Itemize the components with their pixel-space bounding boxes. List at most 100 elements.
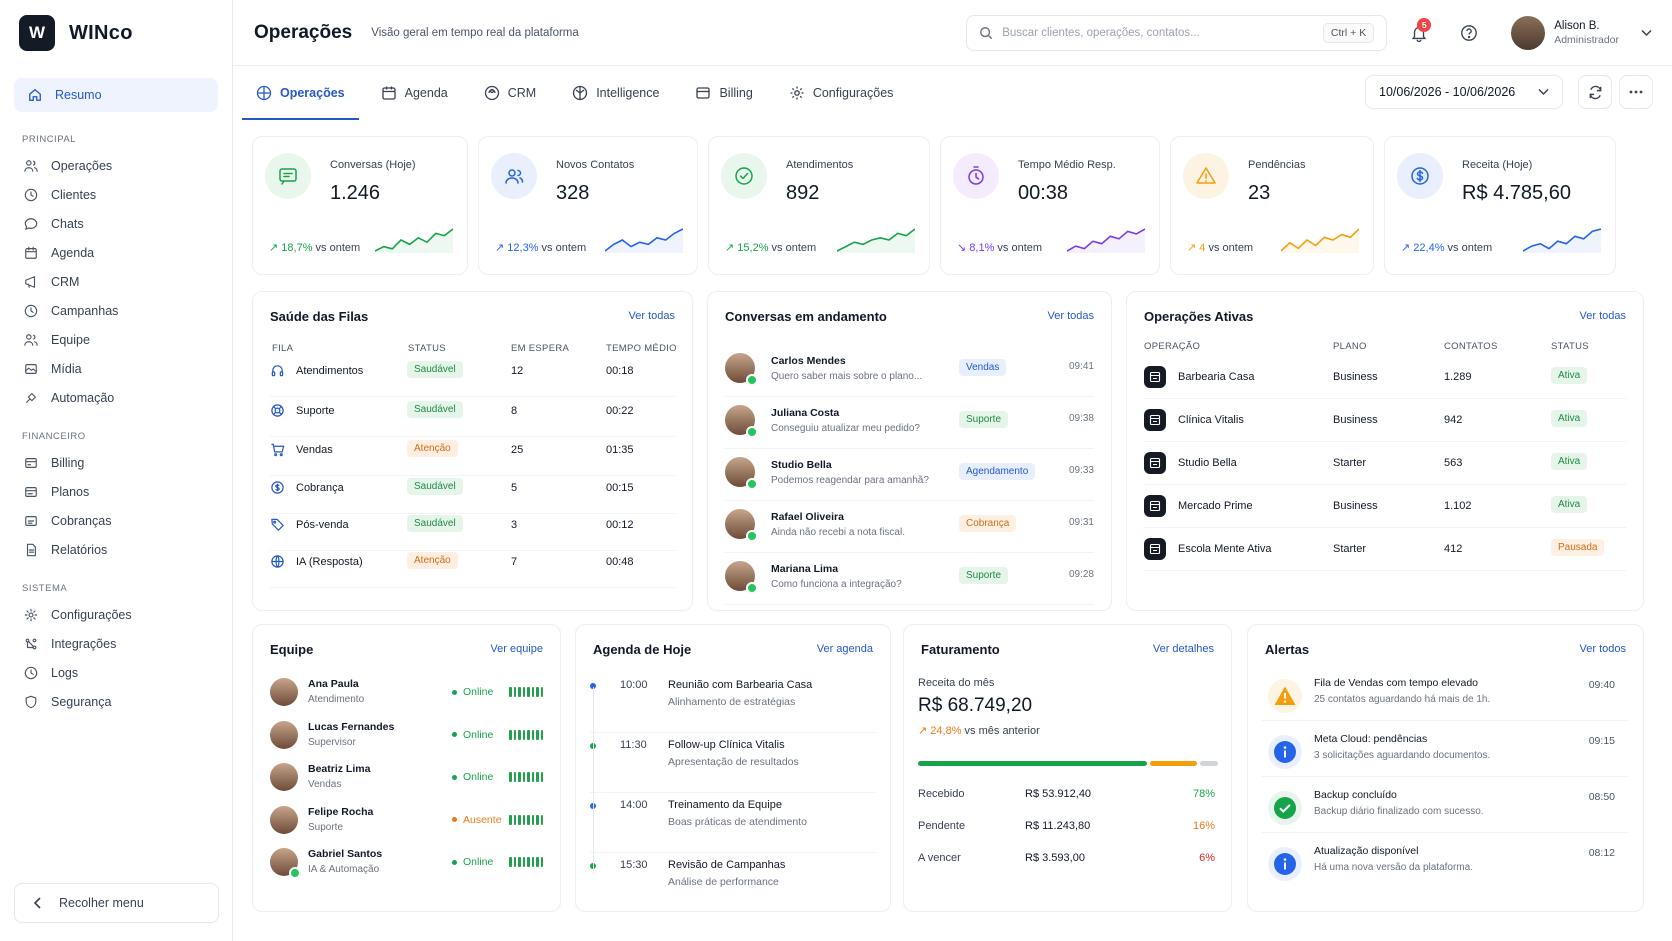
contact-name: Juliana Costa — [771, 407, 840, 419]
sidebar-item-midia[interactable]: Mídia — [0, 354, 232, 383]
tab-billing[interactable]: Billing — [681, 66, 766, 120]
table-row[interactable]: Clínica Vitalis Business 942 Ativa — [1144, 399, 1626, 442]
conversation-item[interactable]: Juliana Costa Conseguiu atualizar meu pe… — [725, 397, 1094, 449]
see-all-link[interactable]: Ver todas — [1579, 310, 1626, 322]
team-member[interactable]: Beatriz Lima Vendas Online — [270, 757, 543, 799]
tag-badge: Vendas — [959, 359, 1007, 376]
sidebar-item-crm[interactable]: CRM — [0, 267, 232, 296]
midia-icon — [25, 363, 37, 374]
see-all-link[interactable]: Ver todas — [1047, 310, 1094, 322]
team-member[interactable]: Gabriel Santos IA & Automação Online — [270, 842, 543, 884]
table-row[interactable]: Escola Mente Ativa Starter 412 Pausada — [1144, 528, 1626, 571]
kpi-card-conversas-hoje[interactable]: Conversas (Hoje) 1.246 ↗ 18,7% vs ontem — [252, 136, 468, 275]
table-row[interactable]: Mercado Prime Business 1.102 Ativa — [1144, 485, 1626, 528]
event-time: 10:00 — [620, 679, 648, 691]
table-row[interactable]: IA (Resposta) Atenção 7 00:48 — [270, 550, 675, 588]
member-name: Beatriz Lima — [308, 763, 371, 775]
relatorios-icon — [26, 543, 36, 556]
member-role: Suporte — [308, 821, 344, 833]
event-time: 14:00 — [620, 799, 648, 811]
member-name: Lucas Fernandes — [308, 720, 395, 733]
alert-title: Atualização disponível — [1314, 845, 1419, 857]
team-member[interactable]: Lucas Fernandes Supervisor Online — [270, 715, 543, 757]
status-badge: Atenção — [407, 552, 458, 569]
agenda-item[interactable]: 11:30 Follow-up Clínica Vitalis Apresent… — [590, 735, 876, 793]
more-button[interactable] — [1619, 75, 1653, 109]
alert-item[interactable]: Backup concluído Backup diário finalizad… — [1262, 779, 1629, 833]
sidebar-item-equipe[interactable]: Equipe — [0, 325, 232, 354]
tab-crm[interactable]: CRM — [470, 66, 550, 120]
see-team-link[interactable]: Ver equipe — [490, 643, 543, 655]
sidebar-item-operacoes[interactable]: Operações — [0, 151, 232, 180]
alert-desc: Backup diário finalizado com sucesso. — [1314, 806, 1484, 817]
billing-icon — [25, 457, 37, 468]
sidebar-item-seguranca[interactable]: Segurança — [0, 687, 232, 716]
kpi-card-receita-hoje[interactable]: Receita (Hoje) R$ 4.785,60 ↗ 22,4% vs on… — [1384, 136, 1616, 275]
tab-operacoes[interactable]: Operações — [242, 66, 359, 120]
table-row[interactable]: Atendimentos Saudável 12 00:18 — [270, 359, 675, 397]
queue-wait: 25 — [511, 444, 524, 456]
sidebar-item-logs[interactable]: Logs — [0, 658, 232, 687]
conversation-item[interactable]: Mariana Lima Como funciona a integração?… — [725, 553, 1094, 605]
alert-item[interactable]: Atualização disponível Há uma nova versã… — [1262, 835, 1629, 889]
sidebar-item-campanhas[interactable]: Campanhas — [0, 296, 232, 325]
user-menu[interactable]: Alison B. Administrador — [1511, 15, 1652, 50]
refresh-button[interactable] — [1578, 75, 1612, 109]
brand[interactable]: W WINco — [0, 0, 232, 66]
operacoes-icon — [24, 159, 38, 172]
sidebar-item-automacao[interactable]: Automação — [0, 383, 232, 412]
kpi-card-pendencias[interactable]: Pendências 23 ↗ 4 vs ontem — [1170, 136, 1374, 275]
alert-item[interactable]: Meta Cloud: pendências 3 solicitações ag… — [1262, 723, 1629, 777]
search-input[interactable]: Buscar clientes, operações, contatos... … — [966, 14, 1388, 51]
sidebar-item-agenda[interactable]: Agenda — [0, 238, 232, 267]
collapse-menu-button[interactable]: Recolher menu — [14, 883, 219, 923]
alert-item[interactable]: Fila de Vendas com tempo elevado 25 cont… — [1262, 667, 1629, 721]
tab-configuracoes[interactable]: Configurações — [775, 66, 908, 120]
table-row[interactable]: Cobrança Saudável 5 00:15 — [270, 476, 675, 514]
operation-contacts: 1.289 — [1444, 371, 1472, 383]
table-row[interactable]: Barbearia Casa Business 1.289 Ativa — [1144, 356, 1626, 399]
agenda-item[interactable]: 10:00 Reunião com Barbearia Casa Alinham… — [590, 675, 876, 733]
see-details-link[interactable]: Ver detalhes — [1152, 643, 1214, 655]
see-agenda-link[interactable]: Ver agenda — [816, 643, 873, 655]
member-name: Ana Paula — [308, 678, 359, 690]
see-all-link[interactable]: Ver todas — [628, 310, 675, 322]
conversation-item[interactable]: Carlos Mendes Quero saber mais sobre o p… — [725, 345, 1094, 397]
notifications-button[interactable]: 5 — [1401, 15, 1437, 51]
conversation-item[interactable]: Studio Bella Podemos reagendar para aman… — [725, 449, 1094, 501]
table-row[interactable]: Suporte Saudável 8 00:22 — [270, 399, 675, 437]
table-row[interactable]: Pós-venda Saudável 3 00:12 — [270, 513, 675, 551]
cobrancas-icon — [25, 515, 37, 526]
table-row[interactable]: Studio Bella Starter 563 Ativa — [1144, 442, 1626, 485]
kpi-card-novos-contatos[interactable]: Novos Contatos 328 ↗ 12,3% vs ontem — [478, 136, 698, 275]
agenda-item[interactable]: 15:30 Revisão de Campanhas Análise de pe… — [590, 855, 876, 913]
billing-percent: 78% — [1192, 788, 1215, 800]
date-range-picker[interactable]: 10/06/2026 - 10/06/2026 — [1365, 75, 1563, 109]
card-title: Faturamento — [921, 642, 1000, 657]
sidebar-item-relatorios[interactable]: Relatórios — [0, 535, 232, 564]
sidebar-item-chats[interactable]: Chats — [0, 209, 232, 238]
sidebar-item-cobrancas[interactable]: Cobranças — [0, 506, 232, 535]
sidebar-item-resumo[interactable]: Resumo — [14, 78, 218, 112]
sidebar-item-configuracoes[interactable]: Configurações — [0, 600, 232, 629]
team-member[interactable]: Felipe Rocha Suporte Ausente — [270, 800, 543, 842]
table-row[interactable]: Vendas Atenção 25 01:35 — [270, 438, 675, 476]
sidebar-item-planos[interactable]: Planos — [0, 477, 232, 506]
see-all-link[interactable]: Ver todos — [1579, 643, 1626, 655]
help-button[interactable] — [1451, 15, 1487, 51]
conversation-item[interactable]: Rafael Oliveira Ainda não recebi a nota … — [725, 501, 1094, 553]
kpi-change: ↗ 4 vs ontem — [1187, 241, 1253, 254]
tab-intelligence[interactable]: Intelligence — [558, 66, 673, 120]
team-member[interactable]: Ana Paula Atendimento Online — [270, 672, 543, 714]
column-header: PLANO — [1333, 341, 1367, 352]
agenda-item[interactable]: 14:00 Treinamento da Equipe Boas prática… — [590, 795, 876, 853]
tab-agenda[interactable]: Agenda — [367, 66, 462, 120]
sidebar-item-integracoes[interactable]: Integrações — [0, 629, 232, 658]
progress-segment — [918, 761, 1148, 766]
kpi-card-atendimentos[interactable]: Atendimentos 892 ↗ 15,2% vs ontem — [708, 136, 930, 275]
kpi-card-tempo-medio-resp[interactable]: Tempo Médio Resp. 00:38 ↘ 8,1% vs ontem — [940, 136, 1160, 275]
alert-time: 08:50 — [1588, 791, 1615, 803]
sidebar-item-billing[interactable]: Billing — [0, 448, 232, 477]
help-icon — [1461, 24, 1478, 41]
sidebar-item-clientes[interactable]: Clientes — [0, 180, 232, 209]
